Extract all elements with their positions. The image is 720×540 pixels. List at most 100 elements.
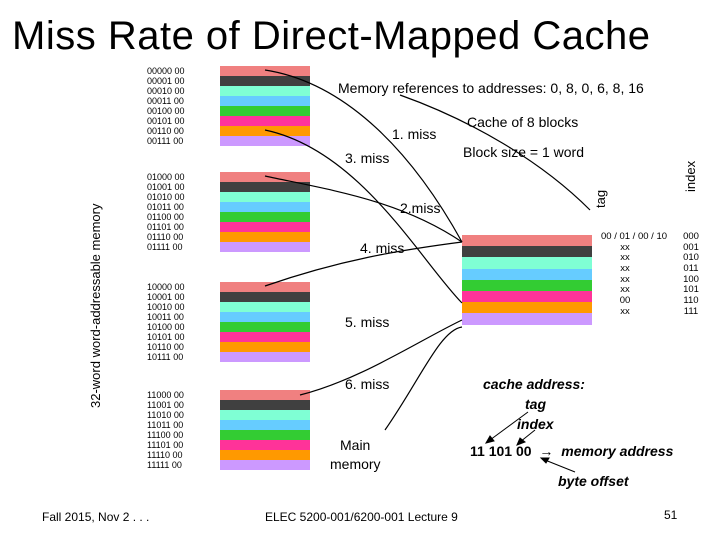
address-label: 00000 00 <box>147 66 185 76</box>
memory-block <box>220 342 310 352</box>
memory-block <box>220 302 310 312</box>
arrow-icon: → <box>539 443 554 459</box>
tag-value: xx <box>620 252 630 264</box>
cache-block <box>462 279 592 291</box>
cache-title: Cache of 8 blocks <box>467 114 579 130</box>
address-label: 00001 00 <box>147 76 185 86</box>
cache-blocks <box>462 235 592 325</box>
cache-block <box>462 246 592 258</box>
index-value: 010 <box>683 252 699 264</box>
address-label: 10001 00 <box>147 292 185 302</box>
address-label: 10111 00 <box>147 352 184 362</box>
memory-block <box>220 86 310 96</box>
byte-offset-label: byte offset <box>558 473 629 489</box>
address-label: 11110 00 <box>147 450 183 460</box>
index-label: index <box>517 416 554 432</box>
memory-block <box>220 126 310 136</box>
address-label: 00011 00 <box>147 96 184 106</box>
memory-block <box>220 136 310 146</box>
memory-block <box>220 352 310 362</box>
address-label: 11100 00 <box>147 430 184 440</box>
memory-block <box>220 450 310 460</box>
index-value: 100 <box>683 273 699 285</box>
memory-block <box>220 76 310 86</box>
mapping-curve-0 <box>264 69 463 243</box>
address-label: 01110 00 <box>147 232 184 242</box>
mapping-curve-8 <box>264 175 463 243</box>
address-label: 10110 00 <box>147 342 184 352</box>
address-group-2: 10000 00 10001 00 10010 00 10011 00 1010… <box>147 282 185 362</box>
memory-block <box>220 430 310 440</box>
tag-column-header: tag <box>593 189 608 208</box>
memory-block-group-3 <box>220 390 310 470</box>
address-label: 11101 00 <box>147 440 184 450</box>
address-label: 01111 00 <box>147 242 183 252</box>
address-label: 10000 00 <box>147 282 185 292</box>
page-number: 51 <box>664 508 678 522</box>
address-group-1: 01000 00 01001 00 01010 00 01011 00 0110… <box>147 172 185 252</box>
mapping-curve-6 <box>264 129 463 304</box>
memory-block <box>220 212 310 222</box>
address-label: 01011 00 <box>147 202 184 212</box>
index-value: 110 <box>683 295 699 307</box>
address-label: 11000 00 <box>147 390 184 400</box>
address-bits: 11 101 00 <box>470 443 532 459</box>
memory-block <box>220 420 310 430</box>
memory-block <box>220 390 310 400</box>
memory-block <box>220 400 310 410</box>
tag-value: xx <box>620 273 630 285</box>
memory-references-label: Memory references to addresses: 0, 8, 0,… <box>338 80 644 96</box>
memory-block <box>220 322 310 332</box>
address-label: 10101 00 <box>147 332 185 342</box>
cache-block <box>462 268 592 280</box>
address-group-3: 11000 00 11001 00 11010 00 11011 00 1110… <box>147 390 184 470</box>
main-memory-label-line1: Main <box>340 437 371 453</box>
miss-1-label: 1. miss <box>392 126 437 142</box>
address-label: 11011 00 <box>147 420 184 430</box>
memory-block <box>220 332 310 342</box>
address-label: 01001 00 <box>147 182 185 192</box>
memory-block-group-0 <box>220 66 310 146</box>
tag-value: xx <box>620 263 630 275</box>
block-size-label: Block size = 1 word <box>463 144 584 160</box>
address-label: 11001 00 <box>147 400 184 410</box>
cache-block <box>462 235 592 247</box>
cache-address-label: cache address: <box>483 376 585 392</box>
mapping-curve-top <box>399 94 591 211</box>
tag-value: xx <box>620 284 630 296</box>
memory-block <box>220 232 310 242</box>
tag-pointer-arrowhead <box>484 435 495 444</box>
address-label: 11111 00 <box>147 460 182 470</box>
address-label: 00111 00 <box>147 136 184 146</box>
memory-block <box>220 440 310 450</box>
index-value: 001 <box>683 241 699 253</box>
address-label: 11010 00 <box>147 410 184 420</box>
index-value: 111 <box>683 305 699 317</box>
miss-5-label: 5. miss <box>345 314 390 330</box>
address-label: 00010 00 <box>147 86 185 96</box>
index-value: 000 <box>683 231 699 242</box>
tag-value: 00 / 01 / 00 / 10 <box>600 231 668 242</box>
memory-block <box>220 96 310 106</box>
memory-block <box>220 242 310 252</box>
index-value: 101 <box>683 284 699 296</box>
miss-2-label: 2.miss <box>400 200 441 216</box>
offset-pointer-line <box>544 459 576 473</box>
cache-block <box>462 313 592 325</box>
memory-block <box>220 460 310 470</box>
index-column-header: index <box>683 160 698 192</box>
tag-pointer-line <box>489 411 529 441</box>
memory-block-group-2 <box>220 282 310 362</box>
memory-block <box>220 282 310 292</box>
memory-block <box>220 312 310 322</box>
memory-block <box>220 192 310 202</box>
memory-block <box>220 292 310 302</box>
slide-title: Miss Rate of Direct-Mapped Cache <box>12 14 651 58</box>
offset-pointer-arrowhead <box>539 457 550 464</box>
miss-3-label: 3. miss <box>345 150 390 166</box>
tag-values: 00 / 01 / 00 / 10 xx xx xx xx xx 00 xx <box>600 231 667 318</box>
address-label: 01010 00 <box>147 192 185 202</box>
miss-4-label: 4. miss <box>360 240 405 256</box>
footer-course: ELEC 5200-001/6200-001 Lecture 9 <box>265 510 458 524</box>
memory-block <box>220 410 310 420</box>
